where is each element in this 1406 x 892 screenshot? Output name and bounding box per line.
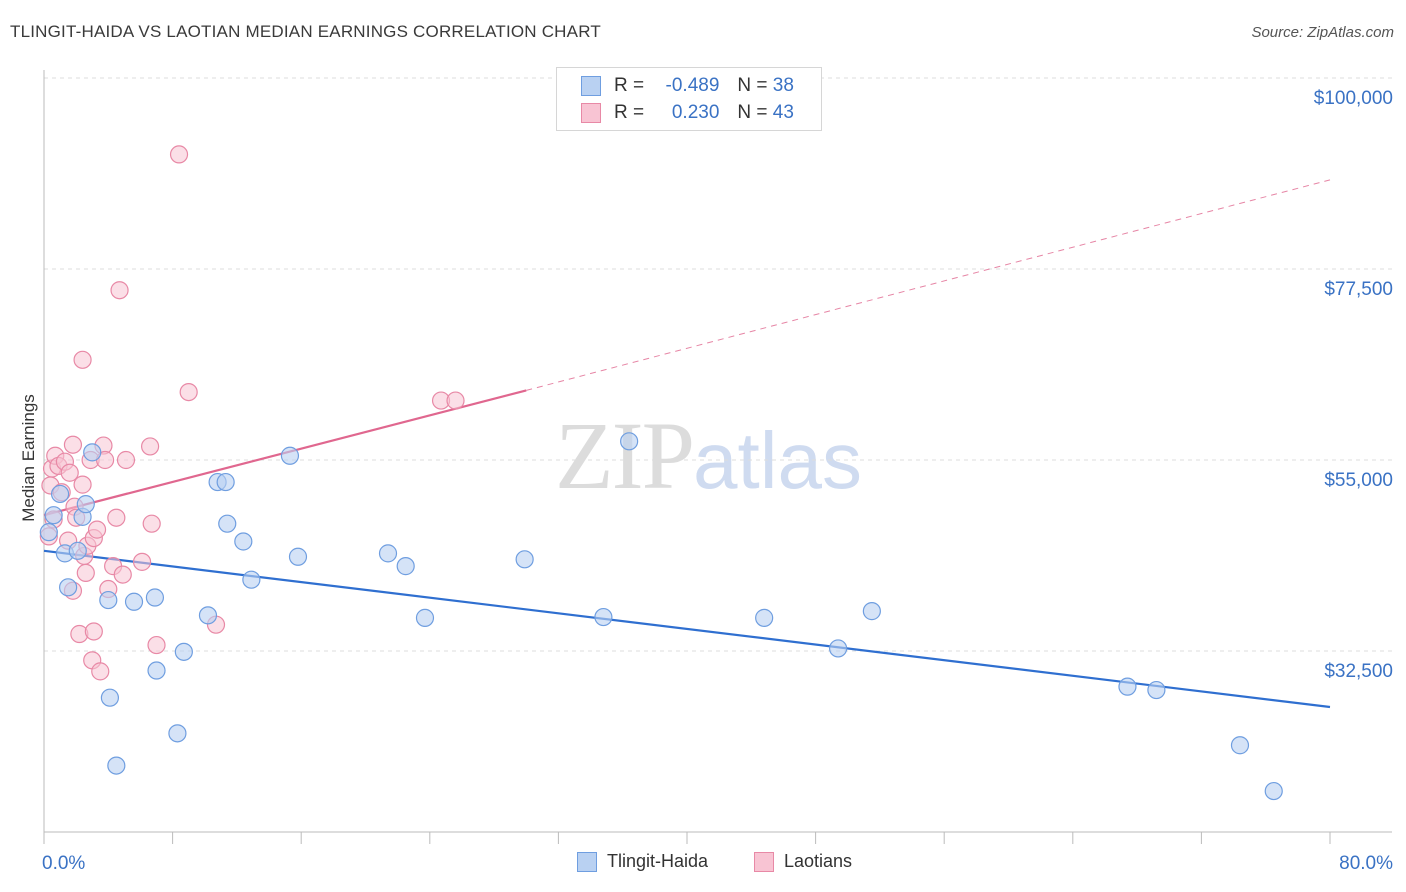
legend-r-value: 0.230	[671, 102, 720, 123]
point-tlingit	[59, 578, 78, 597]
x-tick-label: 0.0%	[42, 853, 85, 874]
point-tlingit	[1147, 680, 1166, 700]
y-tick-label: $55,000	[1324, 470, 1393, 491]
point-tlingit	[147, 661, 166, 680]
correlation-legend: R = -0.489 N = 38 R = 0.230 N = 43	[556, 67, 822, 131]
point-tlingit	[242, 570, 261, 589]
point-laotians	[73, 475, 92, 494]
point-tlingit	[68, 541, 87, 560]
point-laotians	[116, 450, 136, 470]
axes	[43, 70, 1392, 844]
point-tlingit	[288, 547, 308, 566]
point-tlingit	[396, 557, 415, 576]
legend-r-label: R =	[614, 75, 645, 96]
trend-line-tlingit	[43, 549, 1331, 709]
point-laotians	[140, 437, 160, 456]
point-tlingit	[44, 506, 63, 525]
point-laotians	[132, 552, 152, 571]
point-tlingit	[755, 608, 774, 627]
point-laotians	[91, 662, 110, 681]
y-tick-label: $77,500	[1324, 279, 1393, 300]
legend-r-label: R =	[614, 102, 645, 123]
trend-line-laotians-projection	[526, 179, 1331, 391]
point-tlingit	[378, 544, 398, 563]
grid-lines	[44, 77, 1392, 652]
point-laotians	[84, 622, 103, 641]
point-tlingit	[1264, 781, 1283, 801]
point-tlingit	[76, 495, 95, 514]
legend-n-label: N =	[737, 102, 768, 123]
point-laotians	[87, 520, 107, 539]
point-tlingit	[280, 446, 300, 465]
y-axis-label: Median Earnings	[19, 394, 38, 522]
point-tlingit	[174, 642, 193, 661]
point-tlingit	[100, 688, 120, 707]
point-laotians	[113, 565, 132, 584]
point-laotians	[110, 281, 129, 300]
watermark-atlas: atlas	[693, 416, 862, 505]
point-tlingit	[83, 443, 102, 462]
point-tlingit	[415, 608, 435, 627]
legend-swatch-pink	[581, 103, 601, 123]
series-label: Laotians	[784, 851, 853, 871]
point-tlingit	[234, 532, 253, 551]
point-laotians	[73, 350, 92, 369]
point-tlingit	[124, 592, 144, 611]
point-tlingit	[168, 724, 187, 743]
point-laotians	[63, 435, 83, 454]
point-tlingit	[107, 756, 126, 775]
data-points	[39, 145, 1283, 801]
legend-swatch-blue	[581, 76, 601, 96]
point-tlingit	[39, 523, 58, 542]
source-label: Source: ZipAtlas.com	[1251, 24, 1394, 41]
point-laotians	[60, 463, 79, 482]
point-laotians	[142, 514, 161, 533]
series-legend: Tlingit-Haida Laotians	[0, 851, 1406, 877]
legend-r-value: -0.489	[665, 75, 720, 96]
point-tlingit	[1118, 677, 1137, 696]
x-tick-label: 80.0%	[1339, 853, 1393, 874]
series-legend-laotians[interactable]: Laotians	[754, 851, 852, 872]
watermark-zip: ZIP	[555, 402, 695, 509]
trend-lines	[43, 179, 1331, 709]
series-swatch-blue	[577, 851, 597, 872]
point-laotians	[76, 563, 95, 583]
y-tick-label: $100,000	[1314, 88, 1393, 109]
tick-labels: $32,500 $55,000 $77,500 $100,000 0.0% 80.0%	[42, 88, 1393, 874]
point-laotians	[446, 391, 465, 410]
point-tlingit	[50, 484, 70, 504]
point-tlingit	[515, 550, 534, 569]
point-tlingit	[1230, 736, 1250, 755]
point-laotians	[169, 145, 189, 164]
series-label: Tlingit-Haida	[607, 851, 709, 871]
point-laotians	[107, 508, 126, 527]
point-tlingit	[829, 639, 848, 658]
point-tlingit	[862, 602, 881, 621]
point-tlingit	[594, 607, 613, 627]
legend-n-value: 43	[772, 102, 794, 123]
chart-title: TLINGIT-HAIDA VS LAOTIAN MEDIAN EARNINGS…	[10, 22, 601, 41]
point-tlingit	[620, 432, 639, 451]
point-tlingit	[198, 606, 218, 625]
legend-row-tlingit: R = -0.489 N = 38	[581, 74, 794, 98]
point-tlingit	[216, 472, 235, 492]
series-swatch-pink	[754, 851, 774, 872]
point-tlingit	[145, 588, 165, 607]
point-tlingit	[218, 514, 237, 533]
watermark: ZIPatlas	[555, 400, 862, 511]
y-tick-label: $32,500	[1324, 661, 1393, 682]
point-laotians	[147, 635, 166, 655]
legend-n-label: N =	[737, 75, 768, 96]
point-tlingit	[99, 590, 118, 610]
point-laotians	[179, 382, 198, 402]
series-legend-tlingit[interactable]: Tlingit-Haida	[577, 851, 708, 872]
legend-n-value: 38	[772, 75, 794, 96]
legend-row-laotians: R = 0.230 N = 43	[581, 101, 794, 125]
